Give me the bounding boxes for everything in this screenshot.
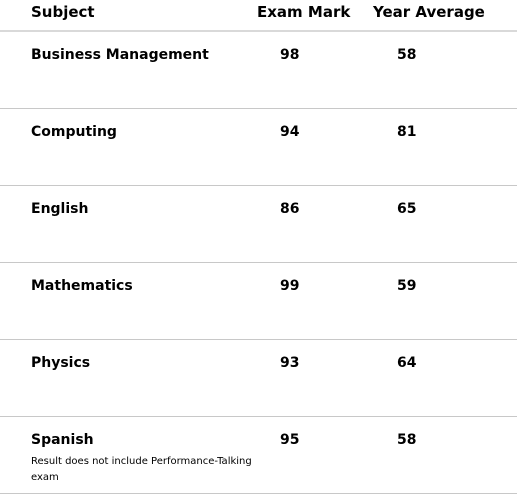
exam-mark-cell: 98 [280,47,300,63]
table-row: Computing 94 81 [0,109,517,186]
year-average-cell: 64 [397,355,417,371]
exam-mark-cell: 86 [280,201,300,217]
column-header-subject: Subject [31,3,95,21]
table-row: Spanish 95 58 Result does not include Pe… [0,417,517,494]
year-average-cell: 58 [397,432,417,448]
column-header-exam-mark: Exam Mark [257,3,351,21]
table-header-row: Subject Exam Mark Year Average [0,0,517,32]
exam-mark-cell: 99 [280,278,300,294]
table-row: Physics 93 64 [0,340,517,417]
subject-cell: Spanish [31,432,94,448]
subject-cell: English [31,201,89,217]
subject-cell: Business Management [31,47,209,63]
year-average-cell: 58 [397,47,417,63]
table-row: Mathematics 99 59 [0,263,517,340]
column-header-year-average: Year Average [373,3,485,21]
table-row: Business Management 98 58 [0,32,517,109]
exam-mark-cell: 94 [280,124,300,140]
row-footnote: Result does not include Performance-Talk… [31,456,252,483]
year-average-cell: 65 [397,201,417,217]
exam-mark-cell: 93 [280,355,300,371]
subject-cell: Mathematics [31,278,133,294]
exam-mark-cell: 95 [280,432,300,448]
table-row: English 86 65 [0,186,517,263]
year-average-cell: 59 [397,278,417,294]
subject-cell: Physics [31,355,91,371]
year-average-cell: 81 [397,124,417,140]
subject-cell: Computing [31,124,117,140]
